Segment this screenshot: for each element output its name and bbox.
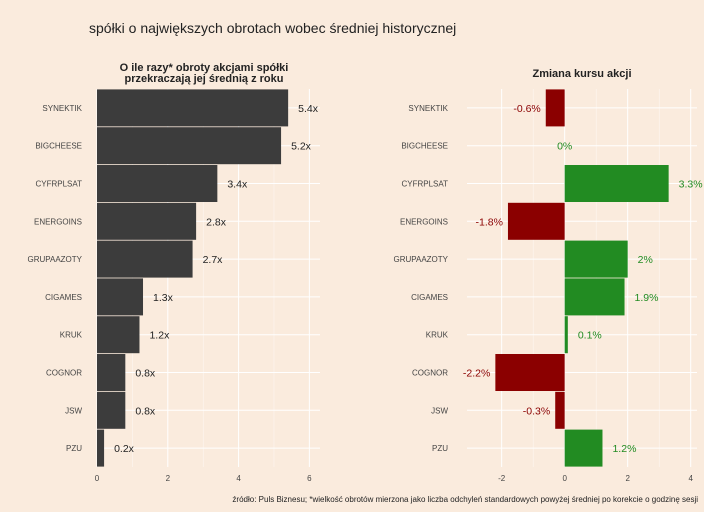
category-label: SYNEKTIK bbox=[408, 104, 448, 113]
category-label: KRUK bbox=[426, 331, 449, 340]
category-label: SYNEKTIK bbox=[42, 104, 82, 113]
category-label: PZU bbox=[66, 444, 82, 453]
bar bbox=[97, 354, 126, 391]
bar bbox=[97, 165, 218, 202]
data-label: 1.9% bbox=[635, 292, 659, 304]
bar bbox=[564, 429, 603, 467]
data-label: 3.3% bbox=[679, 179, 703, 191]
category-label: COGNOR bbox=[46, 369, 82, 378]
category-label: CIGAMES bbox=[45, 293, 82, 302]
bar bbox=[97, 240, 193, 278]
x-tick-label: 2 bbox=[625, 474, 630, 483]
data-label: 2.8x bbox=[206, 216, 227, 228]
data-label: 3.4x bbox=[227, 179, 248, 191]
category-label: CYFRPLSAT bbox=[35, 180, 82, 189]
bar bbox=[97, 316, 140, 354]
data-label: -2.2% bbox=[463, 368, 490, 380]
source-note: źródło: Puls Biznesu; *wielkość obrotów … bbox=[232, 495, 698, 504]
data-label: 2% bbox=[638, 254, 653, 266]
category-label: CYFRPLSAT bbox=[401, 180, 448, 189]
category-label: BIGCHEESE bbox=[401, 142, 448, 151]
x-tick-label: 2 bbox=[166, 474, 171, 483]
bar bbox=[97, 391, 126, 429]
bar bbox=[507, 202, 565, 240]
category-label: COGNOR bbox=[412, 369, 448, 378]
category-label: BIGCHEESE bbox=[35, 142, 82, 151]
panel-title-line: O ile razy* obroty akcjami spółki bbox=[120, 62, 289, 74]
data-label: 1.2x bbox=[149, 330, 170, 342]
bar bbox=[97, 127, 282, 165]
category-label: PZU bbox=[432, 444, 448, 453]
x-tick-label: 4 bbox=[236, 474, 241, 483]
data-label: 0.8x bbox=[135, 368, 156, 380]
category-label: KRUK bbox=[60, 331, 83, 340]
category-label: ENERGOINS bbox=[400, 217, 448, 226]
panel-title-line: Zmiana kursu akcji bbox=[532, 68, 631, 80]
data-label: 0.8x bbox=[135, 405, 156, 417]
data-label: 2.7x bbox=[203, 254, 224, 266]
bar bbox=[495, 354, 565, 391]
data-label: 0.1% bbox=[578, 330, 602, 342]
bar bbox=[564, 165, 669, 202]
data-label: -1.8% bbox=[476, 216, 503, 228]
data-label: 0% bbox=[557, 141, 572, 153]
category-label: ENERGOINS bbox=[34, 217, 82, 226]
bar bbox=[97, 429, 105, 467]
data-label: 0.2x bbox=[114, 443, 135, 455]
data-label: -0.3% bbox=[523, 405, 550, 417]
panel-title-line: przekraczają jej średnią z roku bbox=[125, 73, 284, 85]
bar bbox=[97, 278, 144, 316]
bar bbox=[555, 391, 565, 429]
x-tick-label: 6 bbox=[307, 474, 312, 483]
data-label: 5.4x bbox=[298, 103, 319, 115]
category-label: GRUPAAZOTY bbox=[393, 255, 448, 264]
data-label: 1.2% bbox=[612, 443, 636, 455]
bar bbox=[97, 89, 289, 127]
bar bbox=[545, 89, 565, 127]
data-label: 5.2x bbox=[291, 141, 312, 153]
data-label: 1.3x bbox=[153, 292, 174, 304]
x-tick-label: 0 bbox=[562, 474, 567, 483]
bar bbox=[97, 202, 197, 240]
category-label: JSW bbox=[431, 406, 448, 415]
data-label: -0.6% bbox=[513, 103, 540, 115]
x-tick-label: -2 bbox=[498, 474, 506, 483]
chart-main-title: spółki o największych obrotach wobec śre… bbox=[89, 20, 457, 36]
category-label: CIGAMES bbox=[411, 293, 448, 302]
bar bbox=[564, 240, 628, 278]
bar bbox=[564, 316, 568, 354]
category-label: GRUPAAZOTY bbox=[27, 255, 82, 264]
x-tick-label: 4 bbox=[688, 474, 693, 483]
x-tick-label: 0 bbox=[95, 474, 100, 483]
category-label: JSW bbox=[65, 406, 82, 415]
bar bbox=[564, 278, 625, 316]
